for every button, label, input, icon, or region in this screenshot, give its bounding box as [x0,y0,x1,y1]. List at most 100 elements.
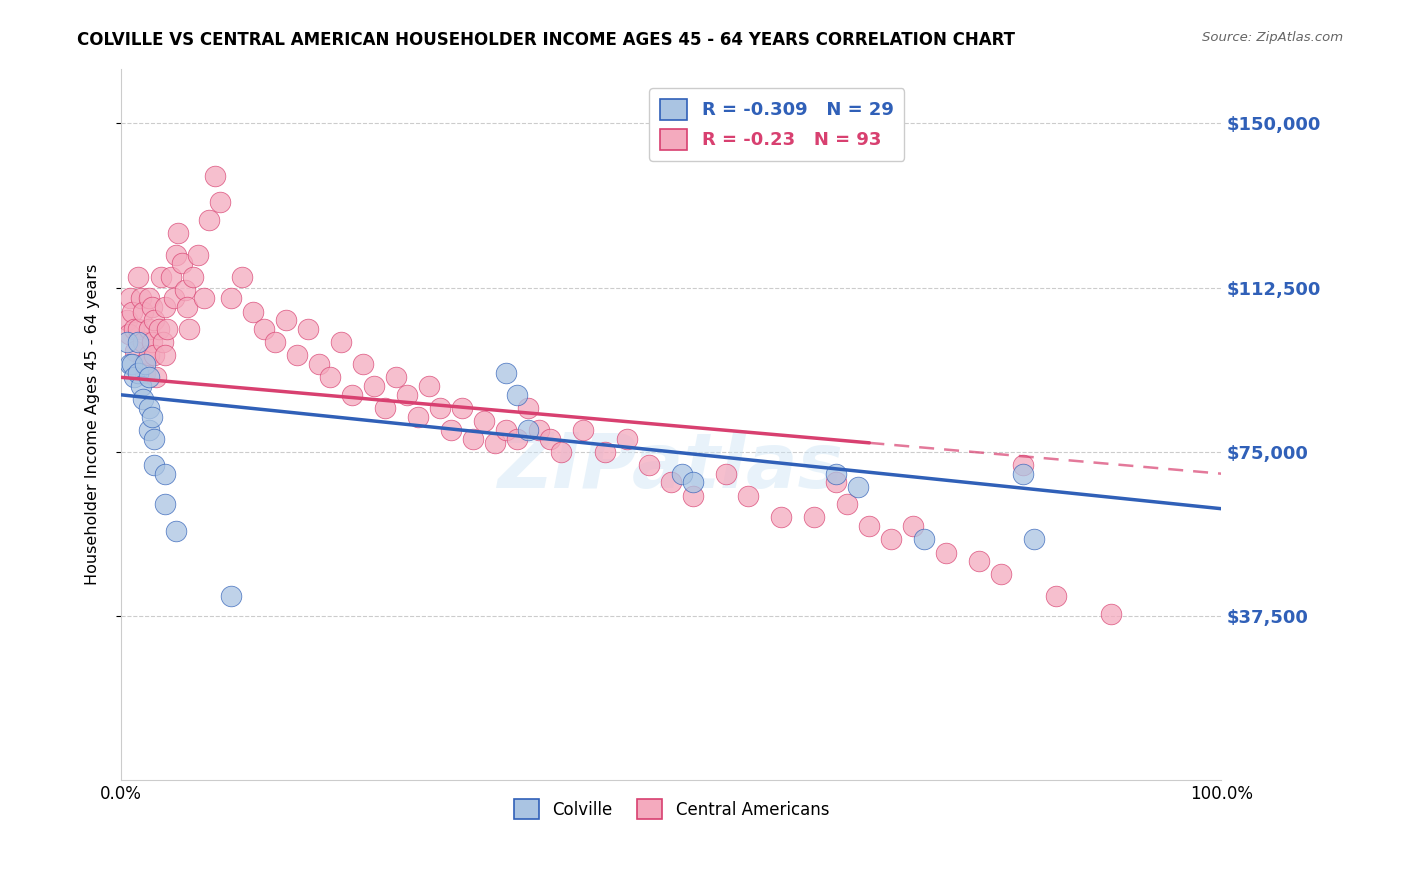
Point [385,370,408,384]
Point [167,226,190,240]
Point [132,304,155,318]
Point [1024,533,1046,547]
Point [463,432,485,446]
Point [129,292,152,306]
Point [149,269,172,284]
Point [129,379,152,393]
Point [935,545,957,559]
Point [156,322,179,336]
Point [550,444,572,458]
Point [138,292,160,306]
Point [187,248,209,262]
Point [495,366,517,380]
Point [138,370,160,384]
Point [616,432,638,446]
Point [163,292,186,306]
Point [115,313,138,327]
Point [529,423,551,437]
Point [127,269,149,284]
Point [858,519,880,533]
Point [846,480,869,494]
Point [204,169,226,183]
Point [737,489,759,503]
Point [118,292,141,306]
Text: ZIPatlas: ZIPatlas [498,430,844,504]
Point [1099,607,1122,621]
Point [132,357,155,371]
Point [406,409,429,424]
Point [716,467,738,481]
Point [153,467,176,481]
Point [495,423,517,437]
Point [264,335,287,350]
Point [770,510,793,524]
Point [165,248,187,262]
Point [374,401,396,415]
Point [484,436,506,450]
Point [153,497,176,511]
Point [193,292,215,306]
Point [132,335,155,350]
Point [969,554,991,568]
Point [319,370,342,384]
Point [127,335,149,350]
Point [124,322,146,336]
Text: Source: ZipAtlas.com: Source: ZipAtlas.com [1202,31,1343,45]
Point [134,366,156,380]
Point [825,475,848,490]
Point [138,423,160,437]
Y-axis label: Householder Income Ages 45 - 64 years: Householder Income Ages 45 - 64 years [86,264,100,585]
Point [138,401,160,415]
Point [148,322,170,336]
Point [880,533,903,547]
Point [912,533,935,547]
Point [538,432,561,446]
Point [285,348,308,362]
Point [174,283,197,297]
Point [127,366,149,380]
Point [165,524,187,538]
Point [440,423,463,437]
Point [242,304,264,318]
Point [1012,458,1035,472]
Point [153,300,176,314]
Point [176,300,198,314]
Point [837,497,859,511]
Point [472,414,495,428]
Point [903,519,925,533]
Point [179,322,201,336]
Point [121,304,143,318]
Point [118,326,141,341]
Point [152,335,174,350]
Point [219,590,242,604]
Point [572,423,595,437]
Point [517,401,540,415]
Point [1045,590,1067,604]
Point [141,335,163,350]
Point [330,335,353,350]
Point [297,322,319,336]
Point [170,256,193,270]
Point [127,322,149,336]
Point [124,344,146,359]
Point [181,269,204,284]
Point [418,379,440,393]
Point [143,432,166,446]
Point [429,401,451,415]
Point [396,388,419,402]
Point [506,388,529,402]
Point [132,392,155,407]
Point [231,269,253,284]
Point [276,313,298,327]
Point [506,432,529,446]
Point [145,370,167,384]
Point [143,458,166,472]
Point [159,269,181,284]
Point [198,212,221,227]
Point [638,458,661,472]
Point [363,379,385,393]
Point [593,444,616,458]
Point [118,357,141,371]
Point [659,475,682,490]
Point [134,357,156,371]
